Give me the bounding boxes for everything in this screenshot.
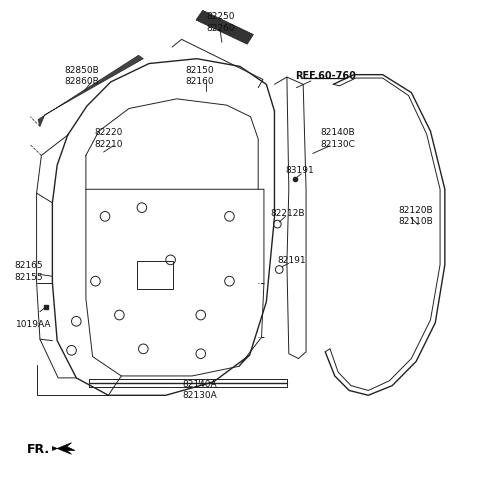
Text: 1019AA: 1019AA [15,319,51,329]
Text: 82220
82210: 82220 82210 [94,128,122,148]
Polygon shape [196,11,253,45]
Text: 83191: 83191 [286,166,314,175]
Text: 82165
82155: 82165 82155 [14,261,43,281]
Text: REF.60-760: REF.60-760 [295,71,356,80]
Text: 82150
82160: 82150 82160 [185,65,214,86]
Text: 82250
82260: 82250 82260 [206,13,235,32]
Text: 82140A
82130A: 82140A 82130A [182,379,216,399]
Text: 82120B
82110B: 82120B 82110B [399,205,433,226]
Text: 82140B
82130C: 82140B 82130C [321,128,356,148]
Polygon shape [52,443,75,454]
Text: 82212B: 82212B [271,209,305,217]
Text: 82850B
82860B: 82850B 82860B [65,65,99,86]
Text: FR.: FR. [27,442,50,455]
Text: 82191: 82191 [277,256,306,265]
Polygon shape [38,56,144,127]
